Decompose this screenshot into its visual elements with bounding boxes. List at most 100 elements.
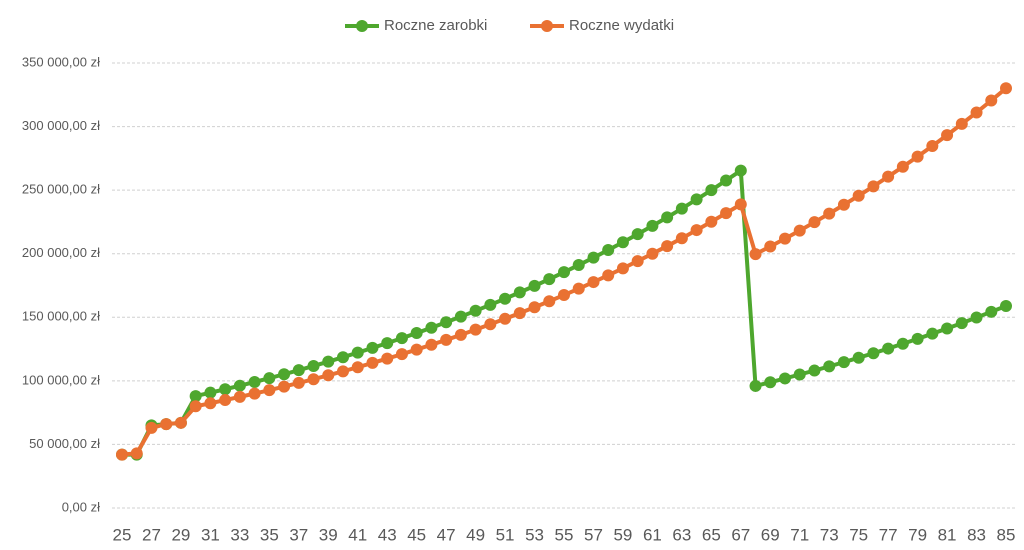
data-point xyxy=(160,418,173,431)
data-point xyxy=(675,232,688,245)
data-point xyxy=(263,384,276,397)
data-point xyxy=(823,207,836,220)
x-tick-label: 33 xyxy=(230,525,249,544)
data-point xyxy=(690,224,703,237)
legend-label: Roczne zarobki xyxy=(384,17,487,34)
data-point xyxy=(307,373,320,386)
data-point xyxy=(410,327,423,340)
data-point xyxy=(410,343,423,356)
legend-label: Roczne wydatki xyxy=(569,17,674,34)
data-point xyxy=(233,390,246,403)
data-point xyxy=(926,140,939,153)
data-point xyxy=(366,341,379,354)
data-point xyxy=(896,160,909,173)
x-tick-label: 25 xyxy=(113,525,132,544)
x-tick-label: 57 xyxy=(584,525,603,544)
data-point xyxy=(911,150,924,163)
data-point xyxy=(837,198,850,211)
data-point xyxy=(381,352,394,365)
data-point xyxy=(233,379,246,392)
data-point xyxy=(204,397,217,410)
data-point xyxy=(454,328,467,341)
data-point xyxy=(852,189,865,202)
data-point xyxy=(130,447,143,460)
data-point xyxy=(395,348,408,361)
x-tick-label: 83 xyxy=(967,525,986,544)
data-point xyxy=(572,282,585,295)
data-point xyxy=(837,356,850,369)
data-point xyxy=(513,307,526,320)
data-point xyxy=(867,180,880,193)
x-tick-label: 85 xyxy=(997,525,1016,544)
data-point xyxy=(278,380,291,393)
data-point xyxy=(616,236,629,249)
data-point xyxy=(351,361,364,374)
data-point xyxy=(425,321,438,334)
data-point xyxy=(528,279,541,292)
data-point xyxy=(204,386,217,399)
data-point xyxy=(219,394,232,407)
data-point xyxy=(307,359,320,372)
y-tick-label: 200 000,00 zł xyxy=(22,245,100,260)
data-point xyxy=(292,364,305,377)
data-point xyxy=(690,193,703,206)
data-point xyxy=(263,372,276,385)
data-point xyxy=(882,170,895,183)
x-tick-label: 53 xyxy=(525,525,544,544)
x-tick-label: 47 xyxy=(437,525,456,544)
data-point xyxy=(558,266,570,279)
data-point xyxy=(528,301,541,314)
x-tick-label: 61 xyxy=(643,525,662,544)
y-tick-label: 300 000,00 zł xyxy=(22,118,100,133)
x-tick-label: 37 xyxy=(289,525,308,544)
data-point xyxy=(248,387,261,400)
series-line xyxy=(122,168,1007,457)
data-point xyxy=(955,317,968,330)
x-tick-label: 27 xyxy=(142,525,161,544)
data-point xyxy=(248,376,261,389)
data-point xyxy=(587,251,600,264)
data-point xyxy=(720,207,733,220)
data-point xyxy=(764,376,777,389)
y-tick-label: 0,00 zł xyxy=(62,499,100,514)
data-point xyxy=(661,240,674,253)
data-point xyxy=(646,219,659,232)
data-point xyxy=(779,372,791,385)
x-tick-label: 39 xyxy=(319,525,338,544)
x-tick-label: 71 xyxy=(790,525,809,544)
data-point xyxy=(941,322,954,335)
data-point xyxy=(970,106,983,119)
data-point xyxy=(867,347,880,360)
data-point xyxy=(616,262,629,275)
data-point xyxy=(587,276,600,289)
data-point xyxy=(646,247,659,260)
y-tick-label: 350 000,00 zł xyxy=(22,54,100,69)
data-point xyxy=(337,351,349,364)
legend-marker xyxy=(356,20,368,32)
x-tick-label: 75 xyxy=(849,525,868,544)
data-point xyxy=(793,368,806,381)
data-point xyxy=(499,292,512,305)
data-point xyxy=(395,332,408,345)
data-point xyxy=(278,368,291,381)
data-point xyxy=(793,224,806,237)
x-tick-label: 79 xyxy=(908,525,927,544)
data-point xyxy=(322,355,335,368)
data-point xyxy=(351,346,364,359)
data-point xyxy=(116,448,128,461)
data-point xyxy=(425,338,438,351)
data-point xyxy=(970,311,983,324)
x-tick-label: 43 xyxy=(378,525,397,544)
data-point xyxy=(499,312,512,325)
y-tick-label: 50 000,00 zł xyxy=(29,436,100,451)
data-point xyxy=(985,305,998,318)
data-point xyxy=(174,416,187,429)
data-point xyxy=(572,259,585,272)
x-tick-label: 35 xyxy=(260,525,279,544)
x-tick-label: 49 xyxy=(466,525,485,544)
x-tick-label: 65 xyxy=(702,525,721,544)
data-point xyxy=(661,211,674,224)
data-point xyxy=(602,244,615,257)
data-point xyxy=(454,310,467,323)
